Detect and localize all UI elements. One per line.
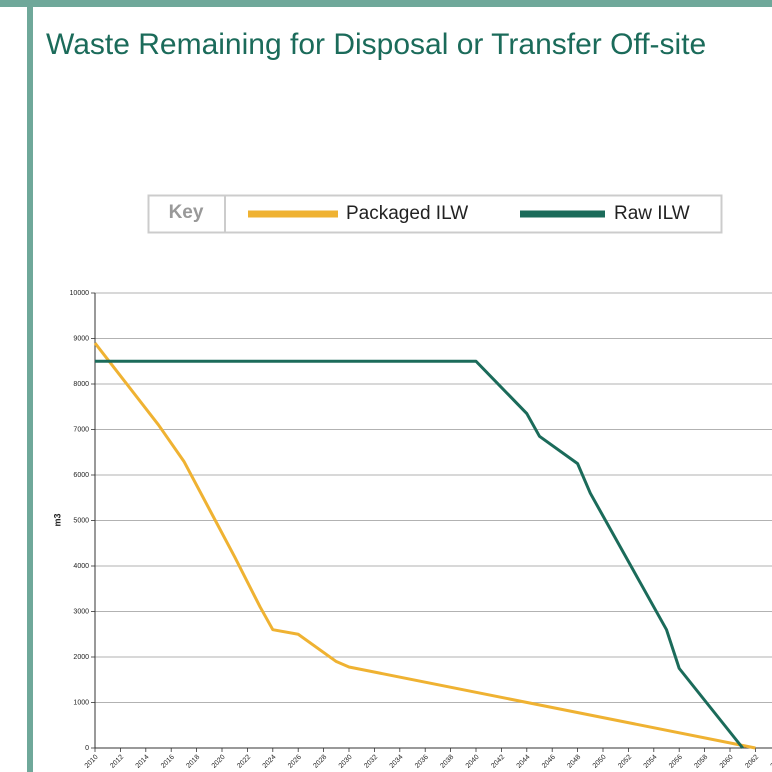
side-bar (27, 7, 33, 772)
x-tick-label: 2024 (262, 754, 278, 770)
x-tick-label: 2044 (516, 754, 532, 770)
x-tick-label: 2060 (719, 754, 735, 770)
x-tick-label: 2020 (211, 754, 227, 770)
x-tick-label: 2028 (312, 754, 328, 770)
legend-box (147, 194, 723, 234)
x-tick-label: 2050 (592, 754, 608, 770)
y-axis-label: m3 (52, 513, 62, 526)
legend-title: Key (169, 202, 204, 223)
y-tick-label: 9000 (73, 335, 89, 342)
data-line (93, 342, 756, 750)
y-tick-label: 6000 (73, 472, 89, 479)
x-tick-label: 2034 (389, 754, 405, 770)
y-tick-label: 10000 (70, 290, 90, 297)
top-bar (0, 0, 772, 7)
y-tick-label: 0 (85, 745, 89, 752)
x-tick-label: 2046 (541, 754, 557, 770)
y-tick-label: 7000 (73, 426, 89, 433)
x-tick-label: 2048 (566, 754, 582, 770)
x-tick-label: 2010 (84, 754, 100, 770)
y-tick-label: 8000 (73, 381, 89, 388)
x-tick-label: 2014 (135, 754, 151, 770)
legend: Key Packaged ILW Raw ILW (147, 194, 723, 234)
x-tick-label: 2056 (668, 754, 684, 770)
x-tick-label: 2032 (363, 754, 379, 770)
legend-label: Packaged ILW (346, 203, 468, 224)
y-tick-label: 4000 (73, 563, 89, 570)
y-tick-label: 2000 (73, 654, 89, 661)
x-tick-label: 2012 (109, 754, 125, 770)
x-tick-label: 2054 (643, 754, 659, 770)
x-tick-label: 2026 (287, 754, 303, 770)
x-tick-label: 2038 (439, 754, 455, 770)
x-tick-label: 2040 (465, 754, 481, 770)
data-line (95, 359, 744, 749)
x-tick-label: 2052 (617, 754, 633, 770)
y-tick-label: 3000 (73, 608, 89, 615)
x-tick-label: 2036 (414, 754, 430, 770)
x-tick-label: 2030 (338, 754, 354, 770)
y-tick-label: 5000 (73, 517, 89, 524)
x-tick-label: 2016 (160, 754, 176, 770)
x-tick-label: 2042 (490, 754, 506, 770)
x-tick-label: 2058 (693, 754, 709, 770)
chart-title: Waste Remaining for Disposal or Transfer… (46, 28, 706, 61)
y-tick-label: 1000 (73, 699, 89, 706)
x-tick-label: 2018 (185, 754, 201, 770)
x-tick-label: 2062 (744, 754, 760, 770)
legend-label: Raw ILW (614, 203, 690, 224)
x-tick-label: 2022 (236, 754, 252, 770)
